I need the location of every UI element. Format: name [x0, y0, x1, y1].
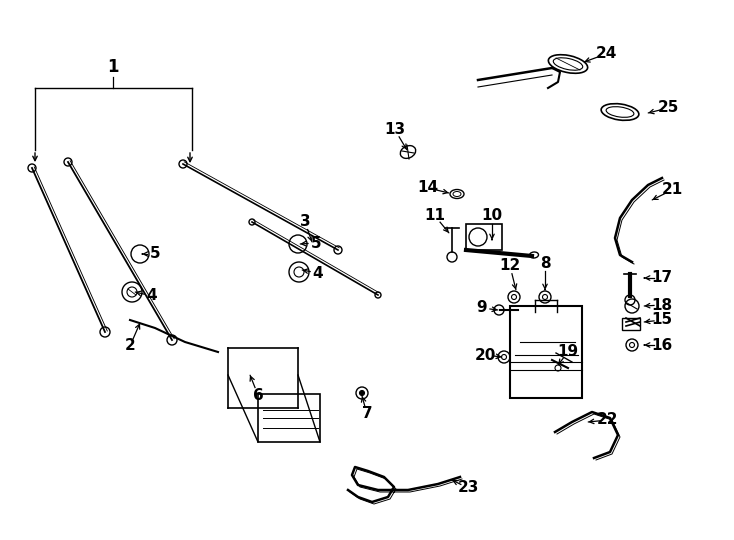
Text: 4: 4	[313, 266, 323, 280]
Text: 24: 24	[595, 46, 617, 62]
Text: 12: 12	[499, 259, 520, 273]
Text: 1: 1	[107, 58, 119, 76]
Text: 5: 5	[150, 246, 160, 261]
Text: 18: 18	[652, 298, 672, 313]
Text: 17: 17	[652, 271, 672, 286]
Text: 16: 16	[651, 338, 672, 353]
Text: 7: 7	[362, 407, 372, 422]
Text: 2: 2	[125, 339, 135, 354]
Text: 9: 9	[476, 300, 487, 315]
Bar	[466, 224, 502, 250]
Text: 25: 25	[658, 100, 679, 116]
Text: 8: 8	[539, 255, 550, 271]
Text: 14: 14	[418, 180, 438, 195]
Bar	[622, 318, 640, 330]
Text: 20: 20	[474, 348, 495, 362]
Text: 13: 13	[385, 123, 406, 138]
Text: 22: 22	[597, 413, 619, 428]
Circle shape	[360, 390, 365, 395]
Bar	[510, 306, 582, 398]
Text: 10: 10	[482, 208, 503, 224]
Text: 21: 21	[661, 183, 683, 198]
Text: 19: 19	[557, 345, 578, 360]
Text: 15: 15	[652, 313, 672, 327]
Text: 23: 23	[457, 481, 479, 496]
Text: 6: 6	[252, 388, 264, 402]
Bar	[258, 394, 320, 442]
Text: 5: 5	[310, 235, 321, 251]
Text: 11: 11	[424, 208, 446, 224]
Text: 3: 3	[299, 214, 310, 230]
Text: 4: 4	[147, 288, 157, 303]
